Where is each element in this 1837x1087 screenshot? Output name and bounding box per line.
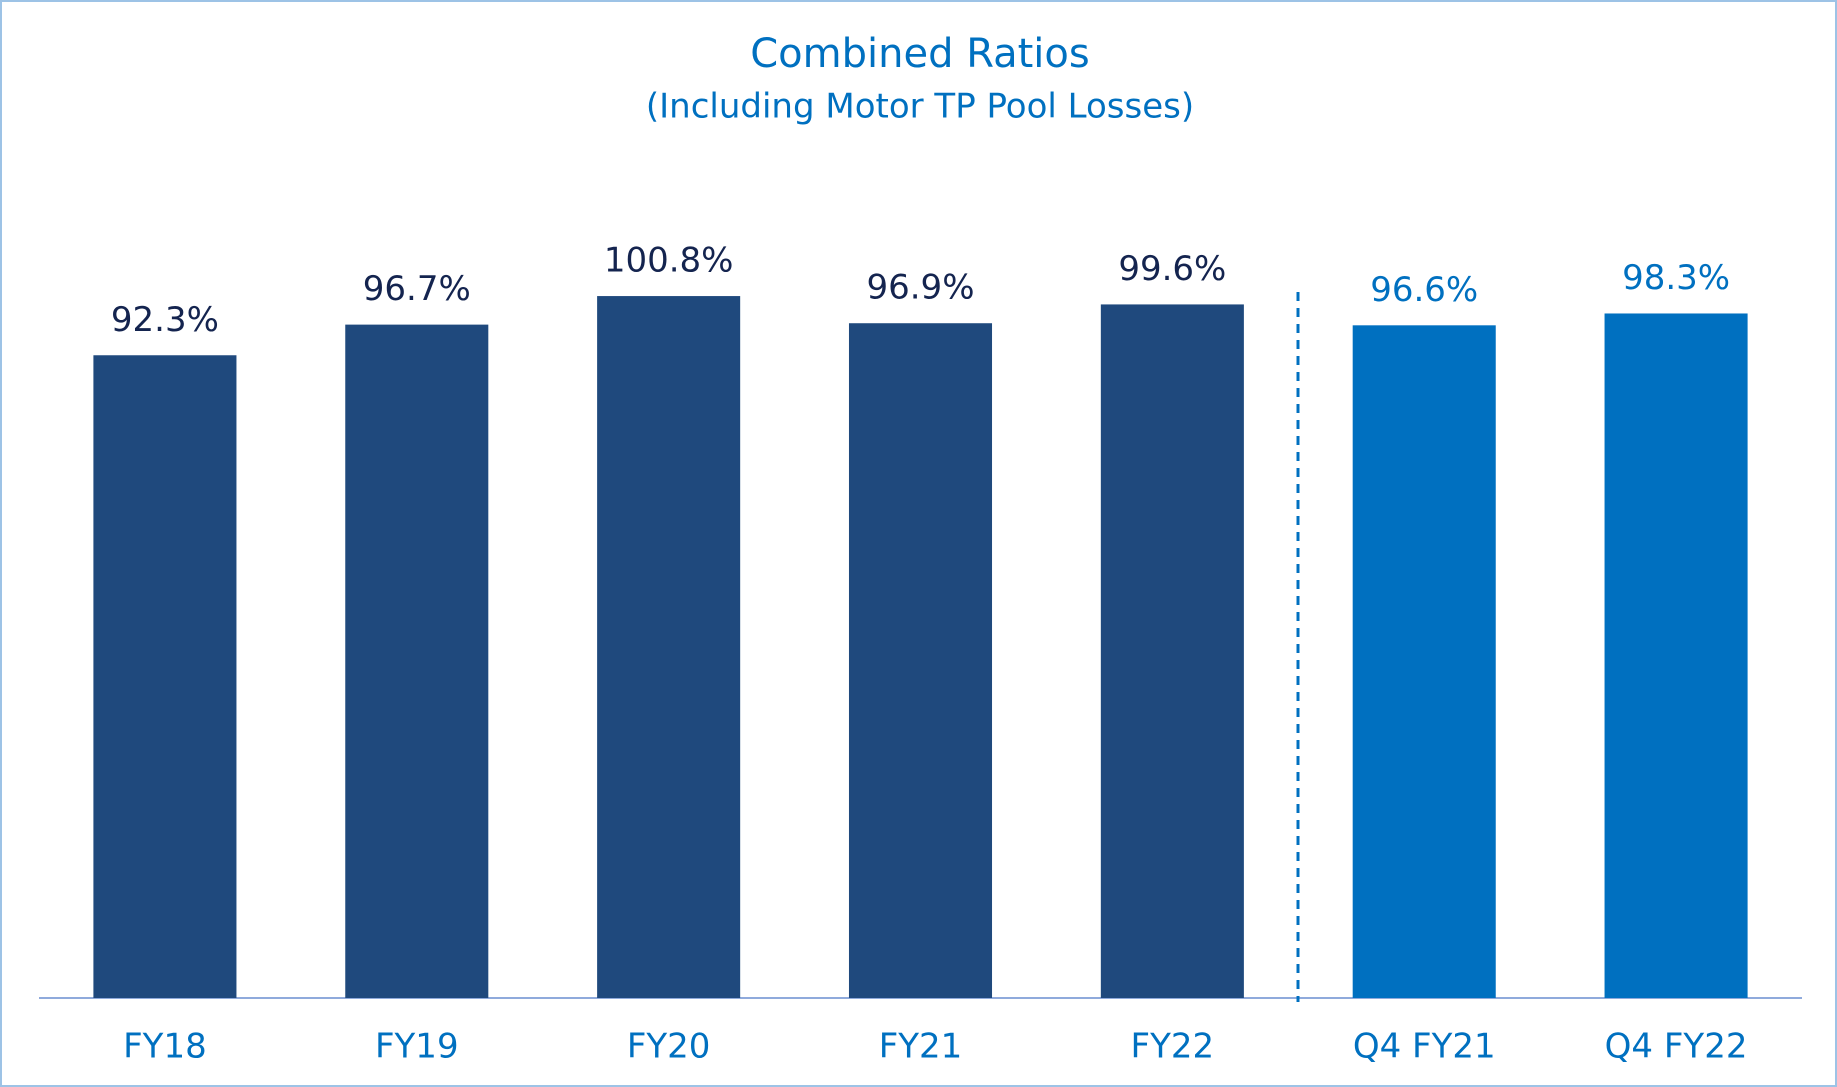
x-tick-label: FY22 <box>1131 1027 1215 1067</box>
value-label: 92.3% <box>111 300 219 340</box>
chart-title: Combined Ratios <box>750 31 1089 77</box>
x-tick-label: Q4 FY21 <box>1353 1027 1496 1067</box>
value-label: 96.6% <box>1370 270 1478 310</box>
bar <box>93 355 237 999</box>
bar <box>597 296 741 999</box>
value-label: 98.3% <box>1622 258 1730 298</box>
bar <box>1604 313 1748 998</box>
chart-subtitle: (Including Motor TP Pool Losses) <box>646 87 1194 127</box>
bar <box>848 323 993 998</box>
x-tick-label: FY20 <box>627 1027 711 1067</box>
bar <box>1352 325 1496 998</box>
value-label: 100.8% <box>604 241 734 281</box>
x-tick-label: Q4 FY22 <box>1605 1027 1748 1067</box>
x-tick-label: FY21 <box>879 1027 963 1067</box>
x-tick-label: FY19 <box>375 1027 459 1067</box>
x-tick-label: FY18 <box>123 1027 207 1067</box>
bar <box>1100 304 1244 998</box>
value-label: 99.6% <box>1118 249 1226 289</box>
bar <box>345 324 489 999</box>
value-label: 96.9% <box>866 268 974 308</box>
value-label: 96.7% <box>363 269 471 309</box>
